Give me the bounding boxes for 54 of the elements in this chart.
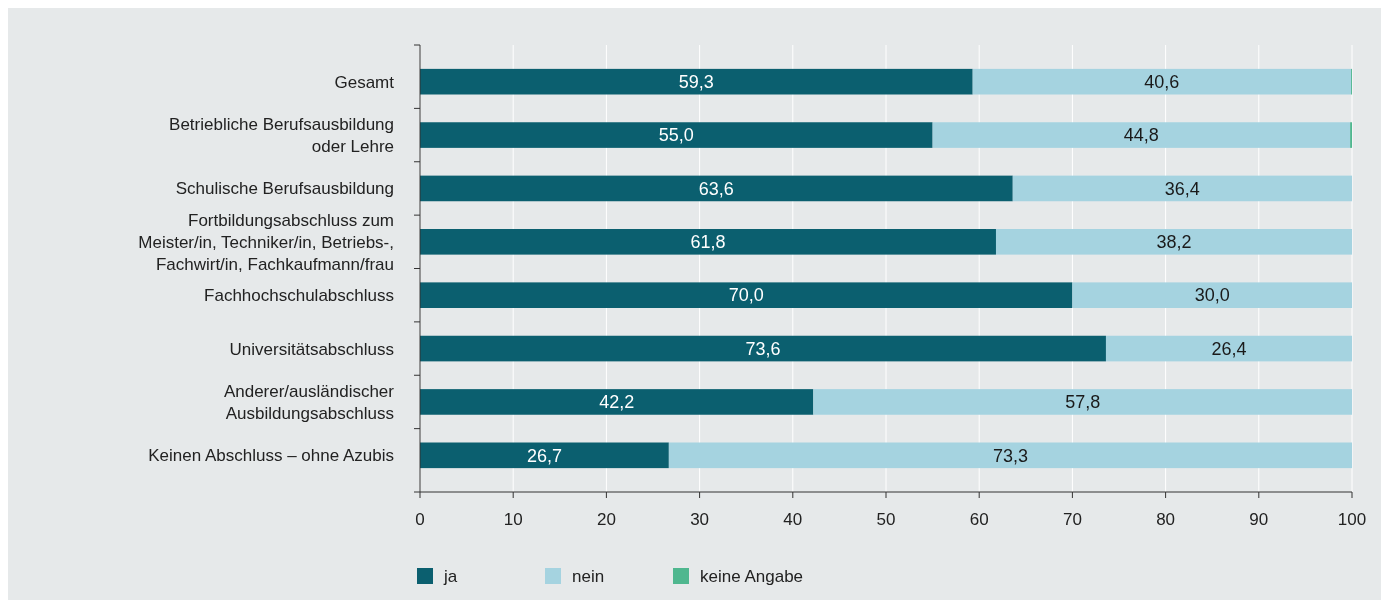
- legend-label: nein: [572, 566, 605, 586]
- data-label: 63,6: [698, 178, 734, 199]
- bar: [420, 175, 1013, 202]
- bar: [1072, 282, 1352, 308]
- data-label: 44,8: [1123, 125, 1159, 146]
- data-label: 38,2: [1156, 232, 1192, 253]
- y-tick-label: Gesamt: [334, 72, 395, 92]
- bar: [813, 389, 1352, 415]
- bar: [420, 442, 669, 469]
- data-label: 26,7: [526, 445, 562, 466]
- data-label: 59,3: [678, 71, 714, 92]
- legend-label: ja: [443, 566, 458, 586]
- bar: [932, 122, 1351, 148]
- bar: [668, 442, 1352, 469]
- x-tick-label: 40: [783, 510, 803, 529]
- x-tick-label: 90: [1249, 510, 1269, 529]
- x-tick-label: 20: [596, 510, 616, 529]
- data-label: 70,0: [728, 285, 764, 306]
- data-label: 36,4: [1164, 178, 1200, 199]
- data-label: 57,8: [1065, 392, 1101, 413]
- data-label: 26,4: [1211, 338, 1247, 359]
- x-tick-label: 80: [1156, 510, 1176, 529]
- bar: [420, 335, 1106, 362]
- bar: [420, 282, 1073, 308]
- bar: [420, 68, 973, 95]
- bar: [1105, 335, 1352, 362]
- bar: [1012, 175, 1352, 202]
- x-tick-label: 70: [1062, 510, 1082, 529]
- y-tick-label: Fortbildungsabschluss zum Meister/in, Techniker/in, Betriebs-, Fachwirt/in, Fachkaufmann/frau: [138, 210, 394, 274]
- y-tick-label: Universitätsabschluss: [229, 339, 394, 359]
- x-tick-label: 60: [969, 510, 989, 529]
- legend-label: keine Angabe: [700, 566, 804, 586]
- data-label: 61,8: [690, 232, 726, 253]
- bar: [420, 122, 933, 148]
- y-tick-label: Schulische Berufsausbildung: [175, 179, 394, 199]
- y-tick-label: Anderer/ausländischer Ausbildungsabschluss: [223, 381, 395, 423]
- data-label: 55,0: [658, 125, 694, 146]
- x-tick-label: 50: [876, 510, 896, 529]
- bar: [420, 229, 996, 255]
- bar: [420, 389, 814, 415]
- data-label: 30,0: [1194, 285, 1230, 306]
- x-tick-label: 0: [415, 510, 425, 529]
- data-label: 73,3: [992, 445, 1028, 466]
- data-label: 42,2: [599, 392, 635, 413]
- y-tick-label: Fachhochschulabschluss: [204, 286, 394, 306]
- x-tick-label: 30: [690, 510, 710, 529]
- data-label: 73,6: [745, 338, 781, 359]
- bar: [995, 229, 1352, 255]
- bar: [972, 68, 1352, 95]
- y-tick-label: Betriebliche Berufsausbildung oder Lehre: [169, 115, 394, 157]
- x-tick-label: 100: [1337, 510, 1367, 529]
- y-tick-label: Keinen Abschluss – ohne Azubis: [148, 446, 394, 466]
- data-label: 40,6: [1144, 71, 1180, 92]
- x-tick-label: 10: [503, 510, 523, 529]
